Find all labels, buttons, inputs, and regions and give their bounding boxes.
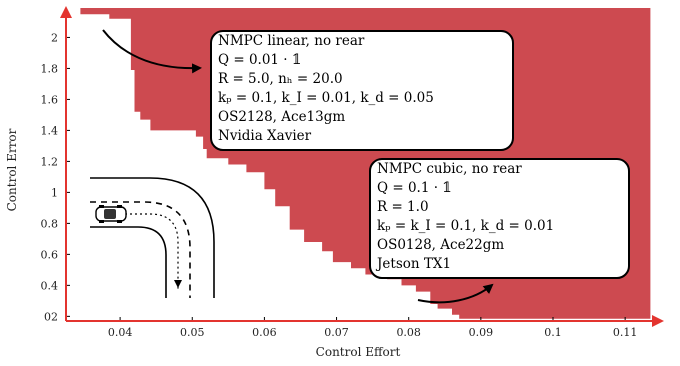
annotation-2-line-3: R = 1.0 [377,199,429,215]
y-tick-label-6: 1.4 [41,124,59,137]
annotation-2-line-5: OS0128, Ace22gm [377,237,504,253]
y-tick-label-5: 1.2 [41,155,59,168]
annotation-1-line-6: Nvidia Xavier [218,128,312,144]
annotation-1-line-2: Q = 0.01 · 𝟙 [218,52,301,68]
x-tick-label-3: 0.07 [324,326,349,339]
x-axis-label: Control Effort [316,345,401,359]
x-ticks: 0.04 0.05 0.06 0.07 0.08 0.09 0.1 0.11 [108,317,638,339]
car-on-curved-road-icon [90,177,215,298]
annotation-2-line-4: kₚ = k_I = 0.1, k_d = 0.01 [377,218,554,234]
x-tick-label-0: 0.04 [108,326,133,339]
y-tick-label-8: 1.8 [41,62,59,75]
annotation-1: NMPC linear, no rear Q = 0.01 · 𝟙 R = 5.… [210,30,514,151]
x-tick-label-6: 0.1 [544,326,562,339]
annotation-2-arrow [417,283,494,304]
y-axis-label: Control Error [5,128,19,211]
car-icon [95,205,127,223]
annotation-1-line-3: R = 5.0, nₕ = 20.0 [218,71,343,87]
y-tick-label-3: 0.8 [41,217,59,230]
annotation-2-line-2: Q = 0.1 · 𝟙 [377,180,452,196]
y-tick-label-7: 1.6 [41,93,59,106]
annotation-2-line-1: NMPC cubic, no rear [377,161,522,177]
annotation-2: NMPC cubic, no rear Q = 0.1 · 𝟙 R = 1.0 … [369,158,630,279]
annotation-1-arrow [102,29,202,74]
x-tick-label-4: 0.08 [396,326,421,339]
y-tick-label-0: 02 [44,310,58,323]
x-tick-label-1: 0.05 [180,326,205,339]
x-tick-label-5: 0.09 [469,326,494,339]
y-tick-label-1: 0.4 [41,279,59,292]
x-tick-label-7: 0.11 [613,326,638,339]
annotation-1-line-5: OS2128, Ace13gm [218,109,345,125]
y-tick-label-9: 2 [51,31,58,44]
annotation-1-line-1: NMPC linear, no rear [218,33,365,49]
annotation-1-line-4: kₚ = 0.1, k_I = 0.01, k_d = 0.05 [218,90,434,106]
y-tick-label-2: 0.6 [41,248,59,261]
x-tick-label-2: 0.06 [252,326,277,339]
y-tick-label-4: 1 [51,186,58,199]
annotation-2-line-6: Jetson TX1 [375,256,451,272]
